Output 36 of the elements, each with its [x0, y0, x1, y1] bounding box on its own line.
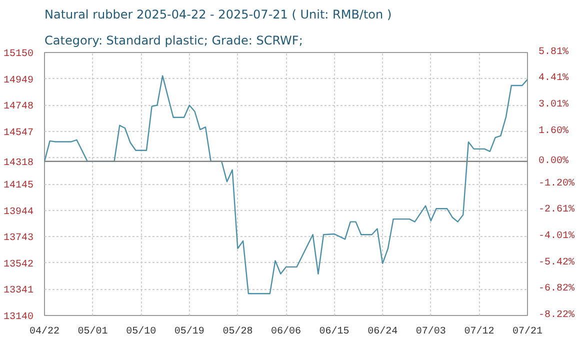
y2-tick-label: 3.01%	[538, 99, 569, 110]
y-tick-label: 15150	[3, 49, 34, 60]
y-tick-label: 14949	[3, 75, 34, 86]
x-tick-label: 05/28	[222, 326, 253, 338]
y2-tick-label: -4.01%	[538, 230, 575, 242]
y-tick-label: 14145	[3, 180, 34, 192]
line-series	[44, 75, 528, 294]
x-tick-label: 04/22	[30, 326, 60, 338]
y2-tick-label: -2.61%	[538, 204, 575, 216]
x-tick-label: 06/15	[319, 326, 350, 338]
x-tick-label: 06/06	[271, 326, 302, 338]
x-tick-label: 05/01	[78, 326, 108, 338]
y-tick-label: 13944	[3, 206, 34, 218]
y-tick-label: 14318	[3, 158, 34, 169]
x-tick-label: 05/10	[126, 326, 156, 338]
x-tick-label: 07/12	[464, 326, 494, 338]
y2-tick-label: 4.41%	[538, 73, 569, 84]
y-tick-label: 13542	[3, 259, 34, 270]
y-tick-label: 13140	[3, 312, 34, 323]
x-tick-label: 07/03	[416, 326, 446, 338]
y-tick-label: 14547	[3, 128, 34, 139]
x-tick-label: 07/21	[512, 326, 543, 338]
y2-tick-label: -8.22%	[538, 310, 575, 321]
chart-title: Natural rubber 2025-04-22 - 2025-07-21 ( Unit: RMB/ton )	[44, 8, 392, 22]
y2-tick-label: -6.82%	[538, 284, 575, 295]
y-tick-label: 13341	[3, 286, 34, 297]
x-tick-label: 06/24	[368, 326, 398, 338]
y2-tick-label: -1.20%	[538, 178, 575, 190]
y2-tick-label: 1.60%	[538, 126, 569, 137]
y-tick-label: 13743	[3, 233, 34, 244]
y2-tick-label: 5.81%	[538, 47, 569, 58]
chart-subtitle: Category: Standard plastic; Grade: SCRWF;	[44, 34, 303, 48]
y2-tick-label: -5.42%	[538, 257, 575, 268]
x-tick-label: 05/19	[174, 326, 204, 338]
y2-tick-label: 0.00%	[538, 156, 569, 167]
y-tick-label: 14748	[3, 102, 34, 113]
